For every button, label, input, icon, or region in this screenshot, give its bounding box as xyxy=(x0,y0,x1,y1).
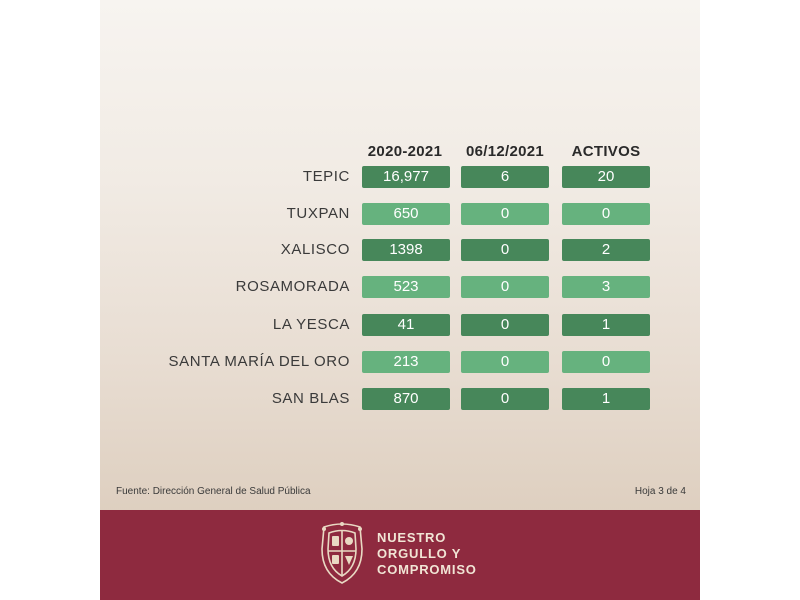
row-label: SAN BLAS xyxy=(271,390,350,407)
row-label: TEPIC xyxy=(302,168,350,185)
value-cell: 0 xyxy=(461,314,549,336)
source-note: Fuente: Dirección General de Salud Públi… xyxy=(116,486,311,497)
value-cell: 20 xyxy=(562,166,650,188)
row-label: LA YESCA xyxy=(272,316,350,333)
value-cell: 0 xyxy=(562,203,650,225)
column-header-period: 2020-2021 xyxy=(367,143,443,160)
value-cell: 41 xyxy=(362,314,450,336)
value-cell: 0 xyxy=(461,388,549,410)
table-row: SAN BLAS 870 0 1 xyxy=(100,388,700,410)
table-row: TUXPAN 650 0 0 xyxy=(100,203,700,225)
value-cell: 3 xyxy=(562,276,650,298)
motto-line: ORGULLO Y xyxy=(377,546,462,561)
value-cell: 6 xyxy=(461,166,549,188)
table-row: LA YESCA 41 0 1 xyxy=(100,314,700,336)
value-cell: 1 xyxy=(562,314,650,336)
column-header-active: ACTIVOS xyxy=(571,143,641,160)
table-row: SANTA MARÍA DEL ORO 213 0 0 xyxy=(100,351,700,373)
value-cell: 0 xyxy=(461,351,549,373)
value-cell: 1398 xyxy=(362,239,450,261)
table-row: XALISCO 1398 0 2 xyxy=(100,239,700,261)
page-indicator: Hoja 3 de 4 xyxy=(634,486,686,497)
value-cell: 0 xyxy=(461,239,549,261)
value-cell: 870 xyxy=(362,388,450,410)
nayarit-crest-icon xyxy=(318,519,366,587)
value-cell: 1 xyxy=(562,388,650,410)
value-cell: 0 xyxy=(562,351,650,373)
value-cell: 2 xyxy=(562,239,650,261)
footer-banner: NUESTRO ORGULLO Y COMPROMISO xyxy=(100,510,700,600)
column-header-date: 06/12/2021 xyxy=(465,143,545,160)
table-row: TEPIC 16,977 6 20 xyxy=(100,166,700,188)
row-label: SANTA MARÍA DEL ORO xyxy=(168,353,350,370)
motto-line: COMPROMISO xyxy=(377,562,477,577)
value-cell: 650 xyxy=(362,203,450,225)
value-cell: 0 xyxy=(461,203,549,225)
value-cell: 16,977 xyxy=(362,166,450,188)
row-label: ROSAMORADA xyxy=(235,278,350,295)
value-cell: 213 xyxy=(362,351,450,373)
motto-line: NUESTRO xyxy=(377,530,447,545)
value-cell: 523 xyxy=(362,276,450,298)
row-label: TUXPAN xyxy=(286,205,350,222)
value-cell: 0 xyxy=(461,276,549,298)
infographic-card: 2020-2021 06/12/2021 ACTIVOS TEPIC 16,97… xyxy=(100,0,700,600)
table-row: ROSAMORADA 523 0 3 xyxy=(100,276,700,298)
motto-text: NUESTRO ORGULLO Y COMPROMISO xyxy=(377,530,477,578)
row-label: XALISCO xyxy=(280,241,350,258)
